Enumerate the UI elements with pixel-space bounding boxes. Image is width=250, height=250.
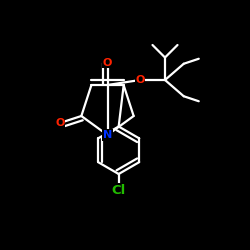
Text: O: O <box>135 75 145 85</box>
Text: Cl: Cl <box>112 184 126 197</box>
Text: N: N <box>103 130 112 140</box>
Text: O: O <box>103 58 112 68</box>
Text: O: O <box>55 118 65 128</box>
